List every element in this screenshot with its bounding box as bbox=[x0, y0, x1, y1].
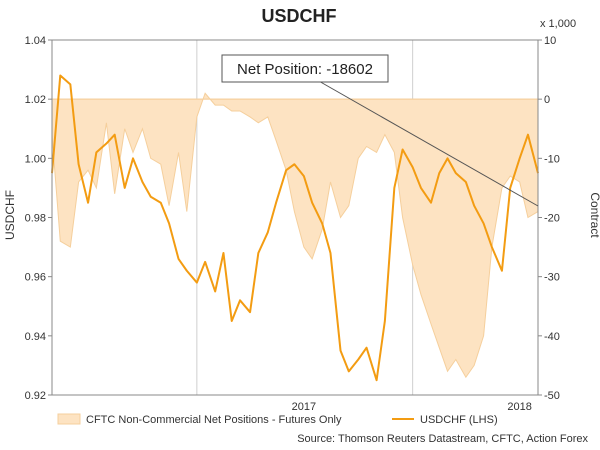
legend-swatch-area bbox=[57, 413, 81, 425]
right-tick-label: 10 bbox=[544, 35, 556, 47]
left-tick-label: 1.04 bbox=[25, 35, 46, 47]
annotation-leader-line bbox=[316, 79, 539, 207]
left-tick-label: 1.02 bbox=[25, 94, 46, 106]
right-tick-label: -40 bbox=[544, 331, 560, 343]
right-tick-label: -30 bbox=[544, 272, 560, 284]
right-tick-label: -50 bbox=[544, 390, 560, 402]
left-tick-label: 0.96 bbox=[25, 272, 46, 284]
series-net-positions-area bbox=[51, 92, 539, 379]
legend-label-area: CFTC Non-Commercial Net Positions - Futu… bbox=[86, 414, 342, 426]
left-tick-label: 0.98 bbox=[25, 213, 46, 225]
right-tick-label: 0 bbox=[544, 94, 550, 106]
series-usdchf-line bbox=[51, 74, 539, 382]
right-axis-label: Contract bbox=[588, 192, 600, 238]
annotation-text: Net Position: -18602 bbox=[237, 61, 373, 78]
right-tick-label: -10 bbox=[544, 153, 560, 165]
left-tick-label: 1.00 bbox=[25, 153, 46, 165]
x-tick-label: 2017 bbox=[292, 401, 316, 413]
legend-label-line: USDCHF (LHS) bbox=[420, 414, 498, 426]
left-tick-label: 0.92 bbox=[25, 390, 46, 402]
right-axis-multiplier: x 1,000 bbox=[540, 18, 576, 30]
source-note: Source: Thomson Reuters Datastream, CFTC… bbox=[297, 433, 588, 445]
annotation-box bbox=[221, 54, 389, 83]
chart-title: USDCHF bbox=[262, 6, 337, 26]
x-tick-label: 2018 bbox=[507, 401, 531, 413]
left-tick-label: 0.94 bbox=[25, 331, 46, 343]
left-axis-label: USDCHF bbox=[3, 190, 17, 240]
right-tick-label: -20 bbox=[544, 213, 560, 225]
